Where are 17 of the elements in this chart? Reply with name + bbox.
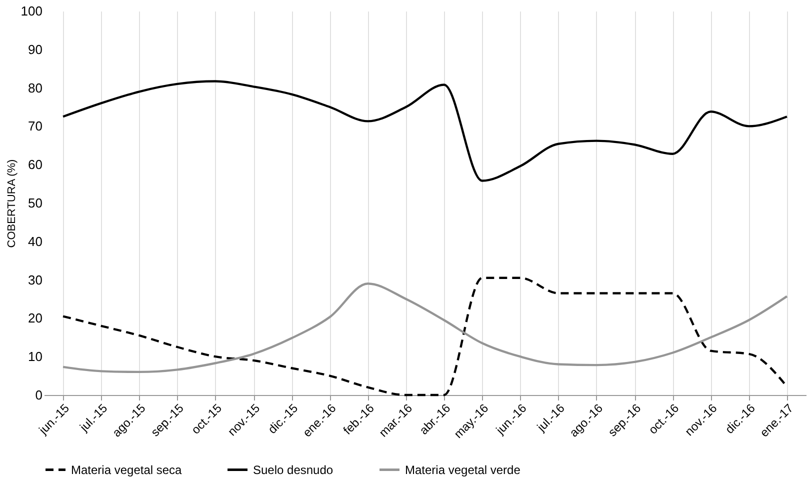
legend-label: Materia vegetal verde: [405, 462, 521, 477]
y-tick-label: 100: [20, 4, 42, 18]
y-tick-label: 50: [28, 196, 42, 210]
y-tick-label: 20: [28, 310, 42, 326]
y-tick-label: 60: [28, 157, 42, 172]
line-series: [62, 80, 788, 182]
y-tick-label: 90: [28, 42, 42, 57]
y-tick-label: 30: [28, 272, 42, 288]
y-tick-label: 10: [28, 349, 42, 364]
line-series: [62, 282, 788, 374]
y-tick-label: 40: [28, 234, 42, 249]
y-tick-label: 80: [28, 80, 42, 96]
legend-label: Suelo desnudo: [253, 462, 334, 477]
y-axis-title: COBERTURA (%): [6, 159, 18, 248]
legend-label: Materia vegetal seca: [71, 462, 182, 477]
y-tick-label: 70: [28, 118, 42, 134]
y-tick-label: 0: [35, 388, 42, 402]
